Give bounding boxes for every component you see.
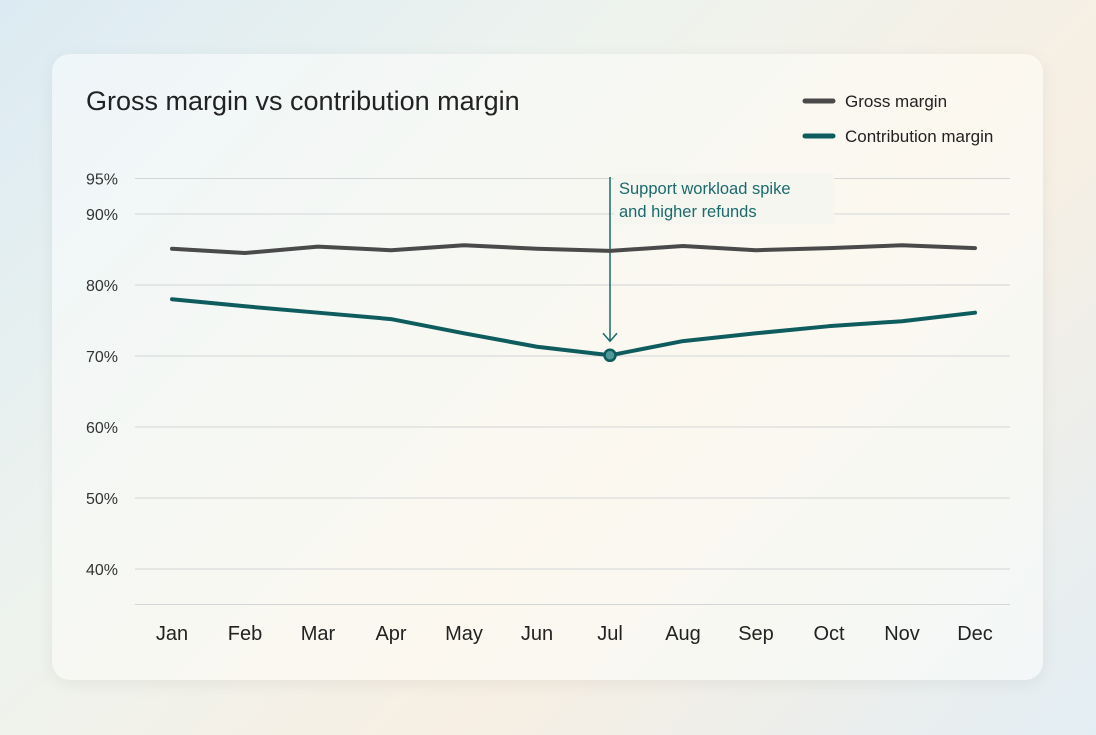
x-tick-label: Sep [738,623,774,645]
legend-label: Contribution margin [845,127,993,146]
annotation-arrowhead-icon [602,332,618,343]
x-tick-label: Jun [521,623,553,645]
legend-label: Gross margin [845,92,947,111]
y-tick-label: 50% [86,491,118,508]
x-tick-label: Feb [228,623,262,645]
x-tick-label: Mar [301,623,336,645]
annotation-text: and higher refunds [619,203,757,221]
series-line-contribution-margin [170,297,977,358]
series-line-gross-margin [170,243,977,256]
chart-card [52,54,1043,680]
x-tick-label: Aug [665,623,701,645]
x-tick-label: Dec [957,623,993,645]
chart-title: Gross margin vs contribution margin [86,86,520,116]
x-tick-label: Jan [156,623,188,645]
x-tick-label: May [445,623,483,645]
y-tick-label: 80% [86,278,118,295]
annotation-background [614,174,834,224]
y-tick-label: 90% [86,207,118,224]
x-tick-label: Nov [884,623,920,645]
annotation-text: Support workload spike [619,180,791,198]
y-tick-label: 95% [86,172,118,189]
x-tick-label: Apr [375,623,406,645]
y-tick-label: 70% [86,349,118,366]
highlight-point [603,348,617,363]
y-tick-label: 40% [86,562,118,579]
x-tick-label: Jul [597,623,623,645]
x-tick-label: Oct [813,623,845,645]
y-tick-label: 60% [86,420,118,437]
